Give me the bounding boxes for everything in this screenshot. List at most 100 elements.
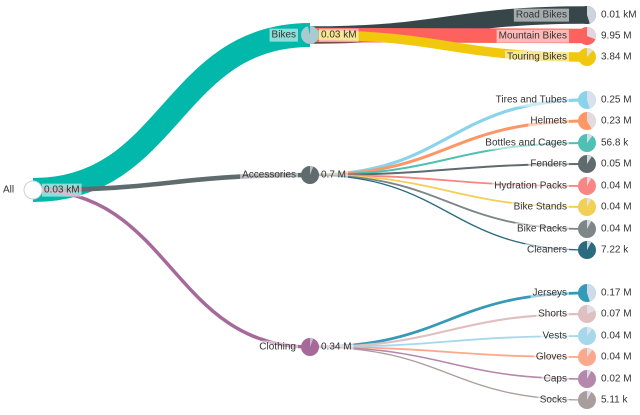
node-vests-label-bg	[540, 329, 569, 343]
node-bikes-value-bg	[319, 28, 359, 42]
node-clothing-label-bg	[257, 340, 298, 354]
node-caps-value: 0.02 M	[601, 374, 632, 385]
node-socks-label-bg	[537, 393, 569, 407]
node-caps-label: Caps	[544, 374, 567, 385]
node-bike-stands-value: 0.04 M	[601, 202, 632, 213]
node-jerseys-label: Jerseys	[533, 288, 567, 299]
node-bottles-and-cages-label: Bottles and Cages	[485, 138, 567, 149]
node-road-bikes-value: 0.01 kM	[601, 10, 637, 21]
node-fenders-value: 0.05 M	[601, 159, 632, 170]
node-hydration-packs-label: Hydration Packs	[494, 181, 567, 192]
node-fenders[interactable]: Fenders 0.05 M	[528, 155, 632, 173]
node-clothing[interactable]: Clothing 0.34 M	[257, 337, 354, 356]
node-shorts-label: Shorts	[538, 309, 567, 320]
node-touring-bikes[interactable]: Touring Bikes 3.84 M	[504, 48, 632, 66]
node-touring-bikes-value: 3.84 M	[601, 52, 632, 63]
node-shorts[interactable]: Shorts 0.07 M	[536, 305, 632, 323]
node-socks-share	[587, 391, 592, 400]
node-bike-racks[interactable]: Bike Racks 0.04 M	[514, 220, 632, 238]
node-touring-bikes-label: Touring Bikes	[507, 52, 567, 63]
node-clothing-label: Clothing	[259, 342, 296, 353]
link-clothing-vests[interactable]	[309, 335, 588, 348]
node-mountain-bikes[interactable]: Mountain Bikes 9.95 M	[496, 26, 632, 45]
node-fenders-share	[587, 155, 592, 164]
node-bottles-and-cages[interactable]: Bottles and Cages 56.8 k	[483, 134, 629, 152]
node-hydration-packs-value: 0.04 M	[601, 181, 632, 192]
node-accessories-label: Accessories	[242, 170, 296, 181]
node-bike-stands[interactable]: Bike Stands 0.04 M	[511, 198, 632, 216]
node-bikes[interactable]: Bikes 0.03 kM	[269, 26, 359, 44]
node-gloves[interactable]: Gloves 0.04 M	[533, 348, 632, 366]
node-socks-label: Socks	[540, 395, 567, 406]
node-accessories-label-bg	[240, 168, 298, 182]
node-shorts-label-bg	[536, 307, 569, 321]
node-helmets-share	[587, 112, 597, 129]
node-helmets[interactable]: Helmets 0.23 M	[528, 112, 632, 130]
node-all[interactable]: All 0.03 kM	[3, 180, 82, 200]
node-road-bikes-share	[587, 6, 596, 24]
node-bike-stands-label-bg	[511, 200, 569, 214]
node-bikes-value: 0.03 kM	[321, 30, 357, 41]
node-hydration-packs-share	[587, 177, 592, 186]
node-mountain-bikes-label: Mountain Bikes	[499, 31, 567, 42]
node-bike-racks-share	[587, 220, 592, 229]
node-accessories-value-bg	[319, 168, 349, 182]
node-vests[interactable]: Vests 0.04 M	[540, 327, 632, 345]
node-road-bikes[interactable]: Road Bikes 0.01 kM	[513, 6, 637, 24]
node-all-circle[interactable]	[23, 180, 43, 200]
node-bottles-and-cages-value: 56.8 k	[601, 138, 629, 149]
link-all-clothing[interactable]	[32, 188, 311, 349]
node-vests-share	[587, 327, 593, 336]
node-gloves-share	[587, 348, 593, 357]
node-caps[interactable]: Caps 0.02 M	[541, 370, 632, 388]
node-accessories[interactable]: Accessories 0.7 M	[240, 166, 349, 184]
node-cleaners-label-bg	[524, 243, 569, 257]
node-mountain-bikes-share	[587, 26, 597, 40]
node-touring-bikes-label-bg	[504, 50, 569, 64]
node-bikes-share	[301, 26, 320, 44]
node-bike-stands-label: Bike Stands	[514, 202, 567, 213]
node-bottles-and-cages-label-bg	[483, 136, 569, 150]
node-helmets-value: 0.23 M	[601, 116, 632, 127]
node-tires-and-tubes[interactable]: Tires and Tubes 0.25 M	[493, 91, 632, 109]
node-socks[interactable]: Socks 5.11 k	[537, 391, 629, 409]
node-bikes-label-bg	[269, 28, 298, 42]
node-clothing-value: 0.34 M	[321, 342, 352, 353]
node-accessories-share	[310, 166, 314, 175]
node-socks-value: 5.11 k	[601, 395, 628, 406]
node-jerseys-label-bg	[530, 286, 569, 300]
link-clothing-caps[interactable]	[309, 346, 588, 380]
node-jerseys[interactable]: Jerseys 0.17 M	[530, 284, 632, 302]
node-clothing-share	[310, 337, 314, 347]
node-fenders-label-bg	[528, 157, 569, 171]
node-hydration-packs[interactable]: Hydration Packs 0.04 M	[492, 177, 632, 195]
node-all-label: All	[3, 185, 14, 196]
node-helmets-label: Helmets	[530, 116, 567, 127]
node-bike-stands-share	[587, 198, 592, 207]
node-helmets-label-bg	[528, 114, 569, 128]
node-cleaners-value: 7.22 k	[601, 245, 629, 256]
nodes-layer: All 0.03 kM Bikes 0.03 kM Accessories 0.7 M Cl…	[3, 6, 637, 409]
link-all-bikes[interactable]	[32, 23, 311, 202]
node-fenders-label: Fenders	[530, 159, 567, 170]
node-touring-bikes-share	[587, 48, 594, 57]
node-shorts-value: 0.07 M	[601, 309, 632, 320]
node-bottles-and-cages-share	[587, 134, 593, 143]
node-cleaners[interactable]: Cleaners 7.22 k	[524, 241, 629, 259]
node-hydration-packs-label-bg	[492, 179, 569, 193]
node-bike-racks-label: Bike Racks	[517, 224, 567, 235]
node-all-value: 0.03 kM	[44, 185, 80, 196]
node-jerseys-value: 0.17 M	[601, 288, 632, 299]
node-tires-and-tubes-value: 0.25 M	[601, 95, 632, 106]
node-road-bikes-label: Road Bikes	[516, 10, 567, 21]
node-tires-and-tubes-share	[587, 91, 596, 109]
node-gloves-label-bg	[533, 350, 569, 364]
node-bikes-label: Bikes	[272, 30, 296, 41]
node-jerseys-share	[587, 284, 596, 302]
node-accessories-value: 0.7 M	[321, 170, 346, 181]
node-road-bikes-label-bg	[513, 8, 569, 22]
node-mountain-bikes-label-bg	[496, 29, 569, 43]
node-clothing-value-bg	[319, 340, 354, 354]
node-bike-racks-label-bg	[514, 222, 569, 236]
